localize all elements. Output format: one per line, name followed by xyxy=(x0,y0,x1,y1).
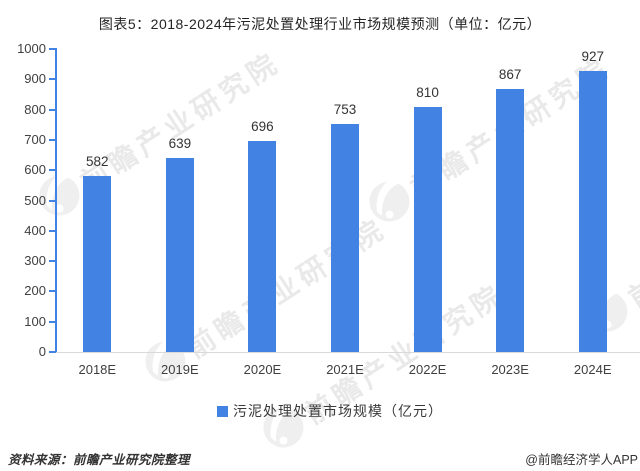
y-axis-tick xyxy=(49,351,55,353)
bar-2023E xyxy=(496,89,525,352)
bar-2021E xyxy=(331,123,359,352)
y-axis-tick-label: 900 xyxy=(24,71,46,87)
legend-label: 污泥处理处置市场规模（亿元） xyxy=(233,403,443,419)
bar-value-label: 582 xyxy=(86,153,109,169)
bar-value-label: 753 xyxy=(333,101,357,117)
chart-title: 图表5：2018-2024年污泥处置处理行业市场规模预测（单位：亿元） xyxy=(98,16,542,32)
y-axis-tick-label: 200 xyxy=(24,283,46,299)
credit-note: @前瞻经济学人APP xyxy=(525,453,638,467)
bar-value-label: 639 xyxy=(168,136,192,152)
y-axis-tick xyxy=(49,229,55,232)
bar-2019E xyxy=(165,158,194,352)
y-axis-tick-label: 300 xyxy=(24,253,46,269)
x-axis-line xyxy=(56,352,640,353)
bar-value-label: 867 xyxy=(498,67,522,83)
y-axis-tick-label: 1000 xyxy=(17,41,46,56)
x-axis-label: 2018E xyxy=(78,362,117,377)
y-axis-tick xyxy=(49,78,55,81)
bar-value-label: 696 xyxy=(251,119,274,135)
y-axis-tick xyxy=(49,108,55,111)
y-axis-tick-label: 0 xyxy=(38,344,46,359)
legend: 污泥处理处置市场规模（亿元） xyxy=(0,401,640,421)
y-axis-tick xyxy=(49,138,55,141)
x-axis-label: 2024E xyxy=(573,362,612,377)
x-axis-label: 2022E xyxy=(408,362,447,377)
y-axis-tick xyxy=(49,169,55,172)
y-axis-tick-label: 800 xyxy=(24,101,46,117)
y-axis-tick xyxy=(49,199,55,202)
x-axis-label: 2023E xyxy=(491,362,529,377)
x-axis-label: 2020E xyxy=(243,362,282,377)
bar-value-label: 810 xyxy=(416,84,439,100)
bar-2018E xyxy=(83,175,112,352)
legend-swatch xyxy=(217,405,228,417)
y-axis-tick-label: 700 xyxy=(24,131,46,147)
y-axis-tick xyxy=(49,320,55,323)
y-axis-tick xyxy=(49,48,55,50)
bar-2020E xyxy=(248,141,277,352)
y-axis-tick xyxy=(49,290,55,293)
x-axis-label: 2019E xyxy=(161,362,199,377)
y-axis-tick-label: 600 xyxy=(24,162,46,178)
y-axis-tick-label: 100 xyxy=(24,313,46,329)
bar-value-label: 927 xyxy=(581,49,604,65)
y-axis-tick xyxy=(49,260,55,263)
y-axis-tick-label: 400 xyxy=(24,222,46,238)
source-note: 资料来源：前瞻产业研究院整理 xyxy=(8,453,191,467)
y-axis-line xyxy=(55,48,57,353)
y-axis-tick-label: 500 xyxy=(24,192,46,208)
bar-2024E xyxy=(578,71,607,352)
x-axis-label: 2021E xyxy=(326,362,364,377)
bar-2022E xyxy=(413,106,442,352)
